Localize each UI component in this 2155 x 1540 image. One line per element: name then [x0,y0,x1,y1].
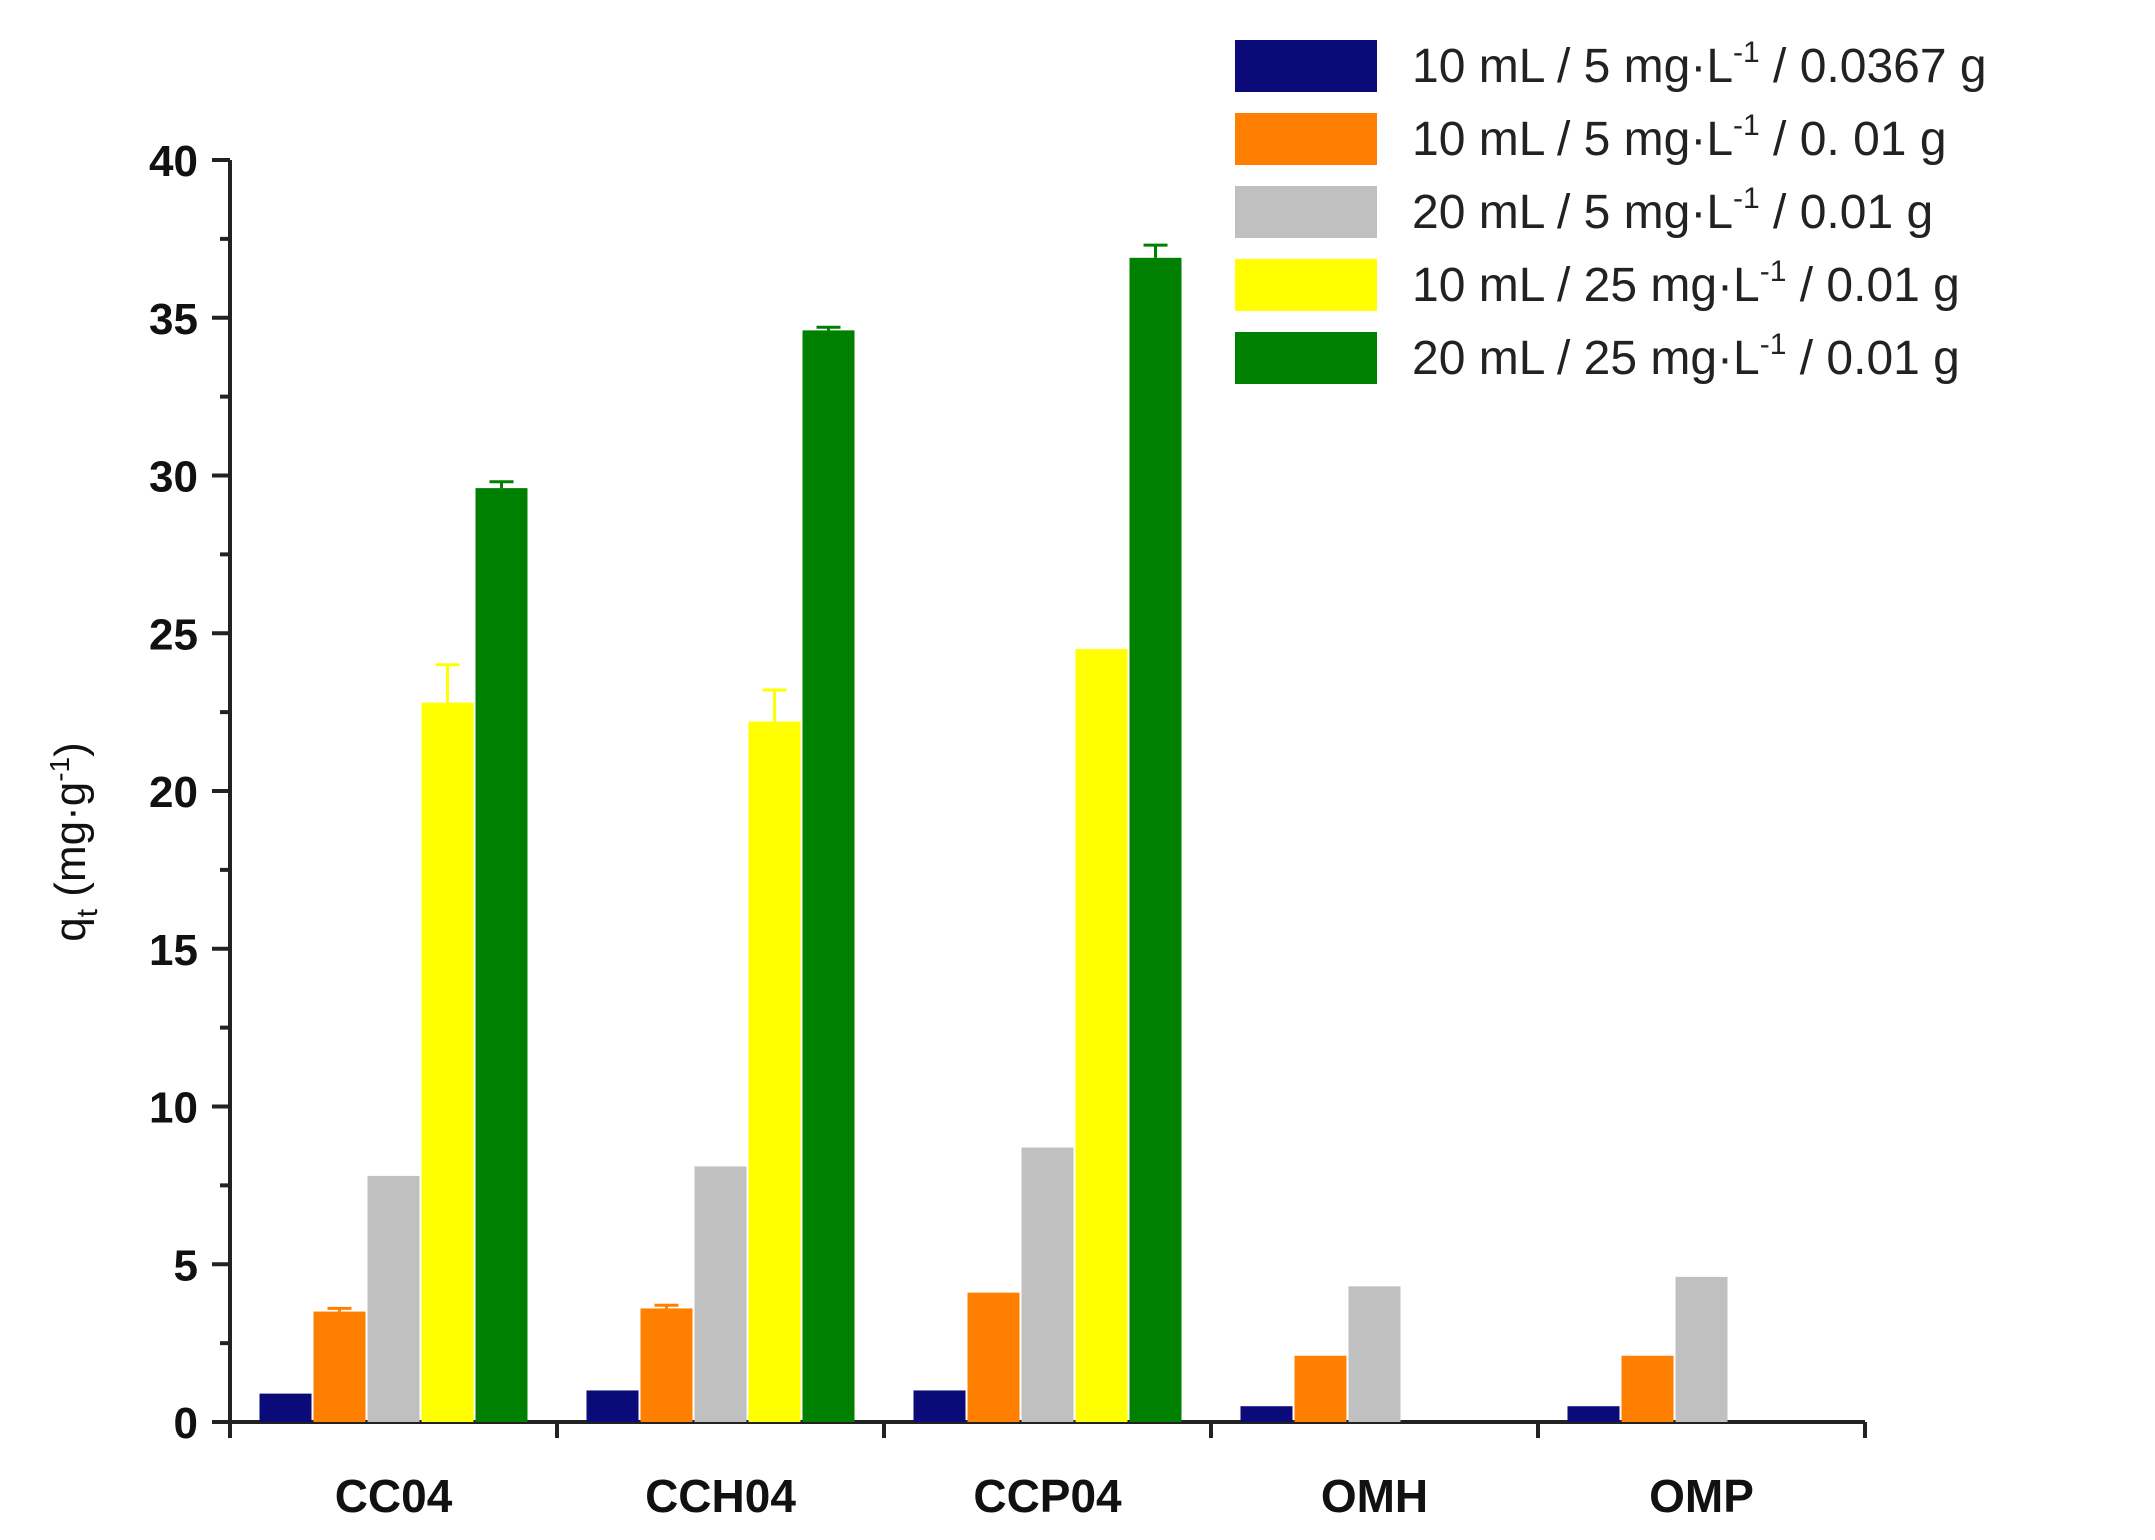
bar [1621,1355,1674,1422]
legend-swatch [1235,186,1377,238]
x-tick-label: CC04 [335,1470,453,1522]
bar-series [421,649,1128,1422]
bar-series [475,243,1182,1423]
y-tick-label: 30 [149,453,198,502]
y-tick-label: 35 [149,295,198,344]
bar [1675,1276,1728,1422]
y-tick-label: 25 [149,610,198,659]
x-axis: CC04 CCH04 CCP04 OMH OMP [228,1420,1867,1522]
legend-label: 10 mL / 5 mg·L-1 / 0. 01 g [1412,109,1947,166]
bar [748,721,801,1422]
legend-swatch [1235,332,1377,384]
bar-series-group [259,243,1728,1423]
bar [586,1390,639,1422]
legend-label: 20 mL / 25 mg·L-1 / 0.01 g [1412,328,1960,385]
bar [259,1393,312,1422]
bar [1075,649,1128,1422]
bar [1348,1286,1401,1422]
bar [967,1292,1020,1422]
legend-label: 20 mL / 5 mg·L-1 / 0.01 g [1412,182,1933,239]
bar-series [313,1292,1674,1422]
legend-item: 10 mL / 25 mg·L-1 / 0.01 g [1235,255,1960,312]
x-tick-label: OMH [1321,1470,1428,1522]
bar [313,1311,366,1422]
bar-series [259,1390,1620,1422]
bar [694,1166,747,1422]
bar [1129,257,1182,1423]
y-axis-title: qt (mg·g-1) [44,742,104,942]
legend-item: 10 mL / 5 mg·L-1 / 0. 01 g [1235,109,1947,166]
legend-label: 10 mL / 5 mg·L-1 / 0.0367 g [1412,36,1987,93]
legend-swatch [1235,113,1377,165]
legend-swatch [1235,40,1377,92]
legend-item: 10 mL / 5 mg·L-1 / 0.0367 g [1235,36,1987,93]
bar [1294,1355,1347,1422]
legend-swatch [1235,259,1377,311]
y-tick-label: 0 [174,1399,198,1448]
legend-item: 20 mL / 5 mg·L-1 / 0.01 g [1235,182,1933,239]
bar [367,1175,420,1422]
y-tick-label: 10 [149,1084,198,1133]
x-tick-label: CCH04 [645,1470,796,1522]
legend-label: 10 mL / 25 mg·L-1 / 0.01 g [1412,255,1960,312]
x-tick-label: CCP04 [973,1470,1122,1522]
bar [475,488,528,1422]
legend-item: 20 mL / 25 mg·L-1 / 0.01 g [1235,328,1960,385]
x-tick-label: OMP [1649,1470,1754,1522]
y-tick-label: 15 [149,926,198,975]
y-tick-label: 20 [149,768,198,817]
bar [421,702,474,1422]
y-tick-label: 5 [174,1241,198,1290]
bar [1567,1406,1620,1422]
bar [802,330,855,1422]
y-axis: 0 5 10 15 20 25 30 35 40 [149,137,232,1448]
bar [913,1390,966,1422]
legend: 10 mL / 5 mg·L-1 / 0.0367 g 10 mL / 5 mg·… [1235,36,1987,385]
bar [1021,1147,1074,1422]
y-tick-label: 40 [149,137,198,186]
bar-series [367,1147,1728,1422]
bar [640,1308,693,1422]
bar [1240,1406,1293,1422]
